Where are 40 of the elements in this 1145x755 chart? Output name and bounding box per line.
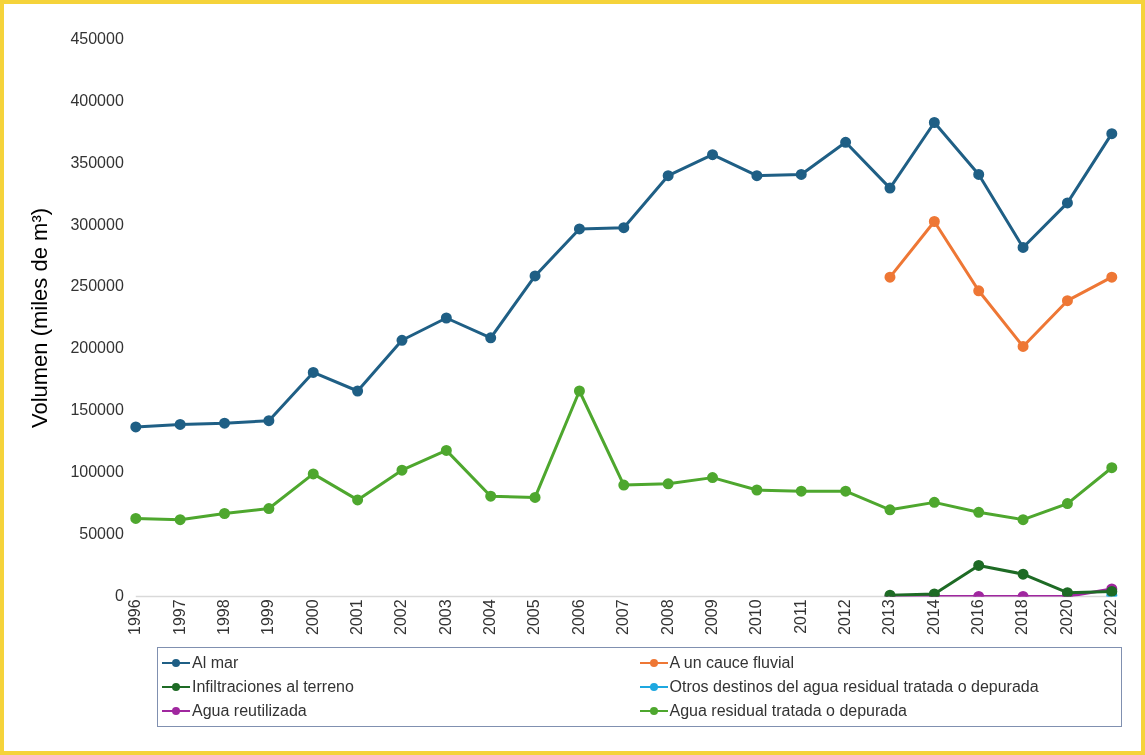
- x-tick-label: 2003: [436, 599, 454, 635]
- x-tick-label: 2009: [702, 599, 720, 635]
- y-tick-label: 200000: [70, 339, 124, 357]
- y-tick-label: 350000: [70, 153, 124, 171]
- x-tick-label: 2022: [1102, 599, 1120, 635]
- x-tick-label: 2016: [969, 599, 987, 635]
- legend-label: Agua reutilizada: [192, 702, 307, 720]
- legend-label: Agua residual tratada o depurada: [669, 702, 908, 720]
- x-tick-label: 1999: [259, 599, 277, 635]
- x-tick-label: 2014: [924, 599, 942, 635]
- x-tick-label: 2007: [614, 599, 632, 635]
- x-tick-label: 1998: [214, 599, 232, 635]
- legend-label: Otros destinos del agua residual tratada o depurada: [669, 678, 1039, 696]
- x-tick-label: 1996: [126, 599, 144, 635]
- x-tick-label: 2005: [525, 599, 543, 635]
- x-tick-label: 2002: [392, 599, 410, 635]
- y-tick-label: 300000: [70, 215, 124, 233]
- x-tick-label: 2000: [303, 599, 321, 635]
- x-tick-label: 2004: [481, 599, 499, 635]
- x-tick-label: 2013: [880, 599, 898, 635]
- legend-label: Al mar: [192, 654, 239, 672]
- x-tick-label: 2011: [791, 599, 809, 634]
- y-tick-label: 50000: [79, 524, 124, 542]
- x-tick-label: 2001: [348, 599, 366, 635]
- x-tick-label: 2008: [658, 599, 676, 635]
- y-tick-label: 250000: [70, 277, 124, 295]
- y-tick-label: 150000: [70, 401, 124, 419]
- y-tick-label: 450000: [70, 30, 124, 48]
- x-tick-label: 2020: [1057, 599, 1075, 635]
- x-tick-label: 1997: [170, 599, 188, 635]
- x-tick-label: 2006: [569, 599, 587, 635]
- y-axis-title: Volumen (miles de m³): [27, 207, 53, 429]
- y-tick-label: 0: [114, 586, 124, 604]
- x-tick-label: 2010: [747, 599, 765, 635]
- legend-label: Infiltraciones al terreno: [192, 678, 354, 696]
- x-tick-label: 2018: [1013, 599, 1031, 635]
- y-tick-label: 400000: [70, 91, 124, 109]
- y-tick-label: 100000: [70, 463, 124, 481]
- legend-label: A un cauce fluvial: [669, 654, 795, 672]
- x-tick-label: 2012: [836, 599, 854, 635]
